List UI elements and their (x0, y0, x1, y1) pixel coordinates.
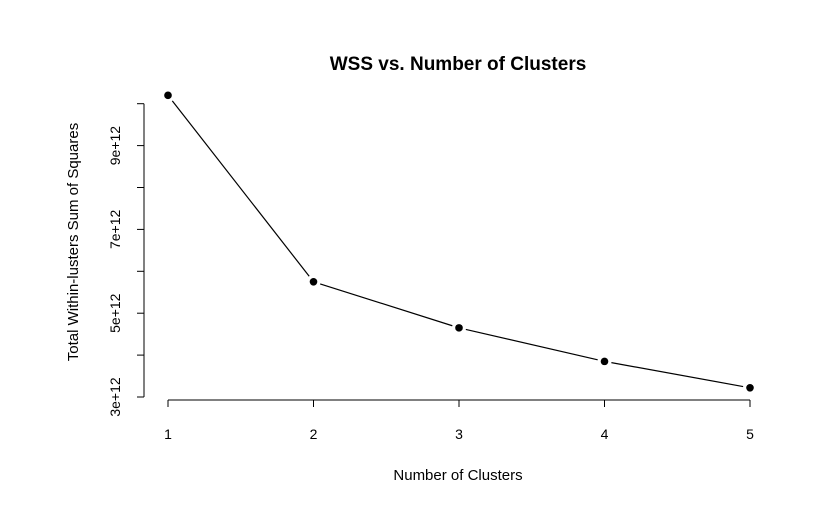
x-tick-label: 1 (164, 426, 172, 442)
data-point (309, 277, 318, 286)
series-line-segment (465, 328, 598, 361)
data-point (164, 91, 172, 100)
y-axis-label: Total Within-lusters Sum of Squares (65, 123, 82, 361)
data-point (746, 383, 754, 392)
y-tick-label: 7e+12 (107, 210, 123, 250)
series-layer (164, 91, 754, 392)
x-tick-label: 2 (310, 426, 318, 442)
x-axis-label: Number of Clusters (393, 467, 522, 484)
y-tick-label: 9e+12 (107, 126, 123, 166)
x-tick-label: 3 (455, 426, 463, 442)
x-tick-label: 4 (601, 426, 609, 442)
y-tick-label: 5e+12 (107, 293, 123, 333)
x-tick-label: 5 (746, 426, 754, 442)
data-point (600, 357, 609, 366)
series-line-segment (611, 362, 744, 388)
data-point (455, 324, 463, 332)
axes: 1 2 3 4 5 3e+12 5e+12 7e+12 9e+12 (107, 103, 754, 442)
y-tick-label: 3e+12 (107, 377, 123, 417)
chart-title: WSS vs. Number of Clusters (330, 54, 587, 75)
series-line-segment (171, 100, 310, 277)
series-line-segment (319, 283, 453, 327)
